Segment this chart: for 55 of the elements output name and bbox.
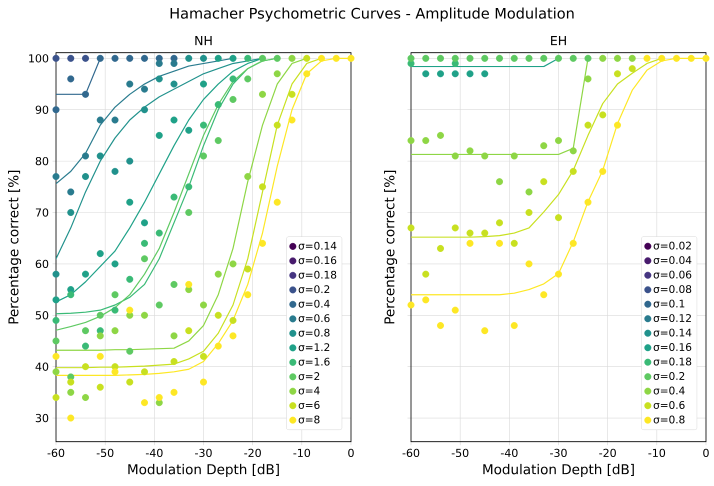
legend-label: σ=2: [298, 372, 320, 380]
legend-label: σ=0.06: [654, 270, 692, 279]
y-axis-title: Percentage correct [%]: [8, 170, 22, 324]
x-tick-label: -20: [599, 448, 616, 458]
legend-label: σ=0.6: [298, 314, 330, 322]
x-tick-label: -40: [500, 448, 518, 458]
legend-label: σ=0.04: [654, 256, 692, 264]
y-axis-title: Percentage correct [%]: [384, 170, 398, 324]
x-tick-label: 0: [703, 448, 709, 458]
legend-label: σ=0.14: [298, 242, 336, 250]
legend-label: σ=8: [298, 416, 320, 424]
x-tick-label: -10: [648, 448, 666, 458]
x-tick-label: -10: [293, 448, 310, 458]
legend-label: σ=0.8: [298, 328, 330, 337]
legend-label: σ=0.14: [654, 328, 692, 336]
x-tick-label: -60: [402, 448, 420, 458]
legend-label: σ=4: [298, 386, 320, 394]
legend-label: σ=6: [298, 401, 320, 409]
legend-label: σ=0.8: [654, 416, 685, 424]
x-tick-label: -50: [452, 448, 468, 458]
y-tick-label: 30: [36, 414, 48, 422]
x-tick-label: -50: [96, 448, 114, 458]
legend-label: σ=0.2: [654, 372, 684, 380]
legend-label: σ=0.16: [298, 256, 336, 264]
x-axis-title: Modulation Depth [dB]: [483, 464, 634, 477]
legend-label: σ=0.4: [298, 300, 330, 308]
legend-label: σ=0.08: [654, 285, 692, 294]
y-tick-label: 70: [36, 208, 48, 217]
y-tick-label: 80: [36, 156, 48, 166]
x-tick-label: -30: [195, 448, 212, 458]
chart-subtitle: NH: [195, 36, 212, 46]
x-tick-label: -30: [550, 448, 567, 458]
legend-label: σ=1.2: [298, 343, 330, 352]
legend-label: σ=0.6: [654, 401, 685, 409]
chart-title: Hamacher Psychometric Curves - Amplitude Modulation: [170, 8, 574, 22]
x-tick-label: -40: [146, 448, 163, 458]
y-tick-label: 100: [29, 54, 48, 63]
x-tick-label: 0: [348, 448, 354, 458]
y-tick-label: 40: [36, 362, 48, 371]
legend-label: σ=0.02: [654, 242, 691, 250]
y-tick-label: 60: [36, 260, 48, 268]
legend-label: σ=0.1: [654, 300, 684, 308]
chart-subtitle: EH: [551, 36, 566, 46]
legend-label: σ=0.18: [654, 358, 692, 366]
legend-label: σ=0.16: [654, 343, 692, 351]
legend-label: σ=0.12: [654, 314, 691, 322]
legend-label: σ=1.6: [298, 358, 330, 366]
legend-label: σ=0.4: [654, 386, 685, 394]
legend-label: σ=0.18: [298, 270, 336, 279]
x-tick-label: -60: [48, 448, 64, 458]
y-tick-label: 90: [36, 106, 48, 114]
x-tick-label: -20: [244, 448, 261, 458]
x-axis-title: Modulation Depth [dB]: [128, 464, 279, 477]
y-tick-label: 50: [36, 311, 48, 320]
legend-label: σ=0.2: [298, 285, 330, 294]
